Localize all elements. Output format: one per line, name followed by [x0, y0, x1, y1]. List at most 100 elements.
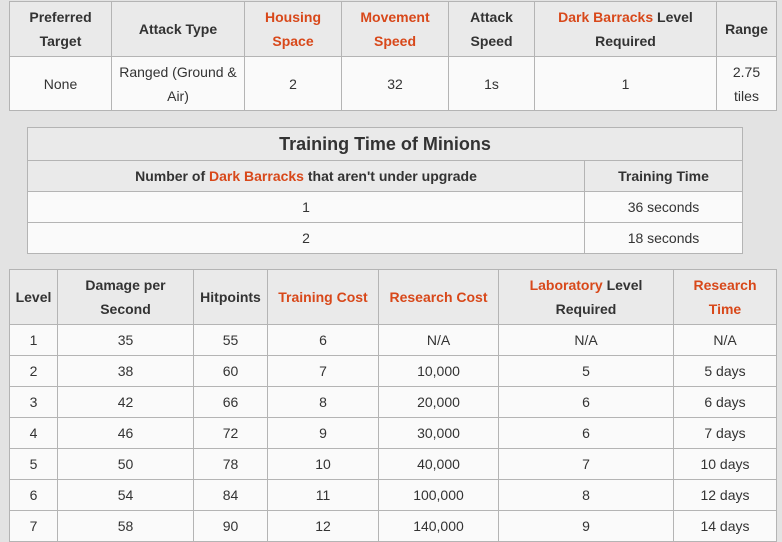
cell-lab-level: 7 [498, 448, 674, 480]
cell-training-cost: 9 [267, 417, 379, 449]
training-cost-link[interactable]: Training Cost [278, 289, 368, 305]
header-level: Level [9, 269, 58, 325]
cell-hitpoints: 84 [193, 479, 268, 511]
cell-research-cost: 10,000 [378, 355, 499, 387]
header-research-cost[interactable]: Research Cost [378, 269, 499, 325]
cell-research-time: 14 days [673, 510, 777, 542]
level-row: 5 50 78 10 40,000 7 10 days [9, 448, 777, 480]
cell-dps: 42 [57, 386, 194, 418]
level-row: 2 38 60 7 10,000 5 5 days [9, 355, 777, 387]
header-laboratory-level: Laboratory Level Required [498, 269, 674, 325]
level-row: 4 46 72 9 30,000 6 7 days [9, 417, 777, 449]
level-row: 3 42 66 8 20,000 6 6 days [9, 386, 777, 418]
cell-count: 2 [27, 222, 585, 254]
header-preferred-target: Preferred Target [9, 1, 112, 57]
movement-speed-link[interactable]: Movement Speed [360, 9, 430, 49]
cell-level: 7 [9, 510, 58, 542]
cell-lab-level: 6 [498, 417, 674, 449]
header-movement-speed[interactable]: Movement Speed [341, 1, 449, 57]
research-cost-link[interactable]: Research Cost [389, 289, 488, 305]
cell-training-cost: 12 [267, 510, 379, 542]
header-training-cost[interactable]: Training Cost [267, 269, 379, 325]
cell-dps: 46 [57, 417, 194, 449]
cell-range: 2.75 tiles [716, 56, 777, 111]
cell-research-time: 10 days [673, 448, 777, 480]
header-attack-speed: Attack Speed [448, 1, 535, 57]
dark-barracks-link[interactable]: Dark Barracks [558, 9, 654, 25]
training-header-row: Number of Dark Barracks that aren't unde… [27, 160, 743, 192]
cell-dps: 58 [57, 510, 194, 542]
levels-header-row: Level Damage per Second Hitpoints Traini… [9, 269, 777, 325]
training-row: 2 18 seconds [27, 222, 743, 254]
cell-level: 5 [9, 448, 58, 480]
stats-row: None Ranged (Ground & Air) 2 32 1s 1 2.7… [9, 56, 777, 111]
header-training-time: Training Time [584, 160, 743, 192]
stats-header-row: Preferred Target Attack Type Housing Spa… [9, 1, 777, 57]
cell-research-cost: 100,000 [378, 479, 499, 511]
cell-lab-level: 6 [498, 386, 674, 418]
cell-dps: 38 [57, 355, 194, 387]
cell-dps: 50 [57, 448, 194, 480]
cell-hitpoints: 66 [193, 386, 268, 418]
cell-level: 3 [9, 386, 58, 418]
cell-level: 6 [9, 479, 58, 511]
cell-dps: 35 [57, 324, 194, 356]
header-attack-type: Attack Type [111, 1, 245, 57]
cell-hitpoints: 60 [193, 355, 268, 387]
cell-training-cost: 10 [267, 448, 379, 480]
cell-research-time: N/A [673, 324, 777, 356]
cell-level: 1 [9, 324, 58, 356]
cell-lab-level: 5 [498, 355, 674, 387]
cell-training-cost: 8 [267, 386, 379, 418]
cell-housing-space: 2 [244, 56, 342, 111]
cell-training-cost: 6 [267, 324, 379, 356]
training-row: 1 36 seconds [27, 191, 743, 223]
cell-preferred-target: None [9, 56, 112, 111]
header-barracks-count: Number of Dark Barracks that aren't unde… [27, 160, 585, 192]
cell-research-time: 12 days [673, 479, 777, 511]
cell-lab-level: 8 [498, 479, 674, 511]
cell-research-time: 7 days [673, 417, 777, 449]
training-table-title: Training Time of Minions [27, 127, 743, 161]
level-row: 1 35 55 6 N/A N/A N/A [9, 324, 777, 356]
dark-barracks-link[interactable]: Dark Barracks [209, 168, 304, 184]
levels-body: 1 35 55 6 N/A N/A N/A 2 38 60 7 10,000 5 5 days 3 42 66 8… [9, 324, 777, 542]
training-title-row: Training Time of Minions [27, 127, 743, 161]
cell-research-time: 5 days [673, 355, 777, 387]
cell-hitpoints: 78 [193, 448, 268, 480]
level-row: 7 58 90 12 140,000 9 14 days [9, 510, 777, 542]
cell-research-time: 6 days [673, 386, 777, 418]
research-time-link[interactable]: Research Time [693, 277, 757, 317]
header-research-time[interactable]: Research Time [673, 269, 777, 325]
training-time-table: Training Time of Minions Number of Dark … [27, 127, 743, 254]
cell-level: 2 [9, 355, 58, 387]
header-range: Range [716, 1, 777, 57]
level-required-label: Level Required [595, 9, 693, 49]
cell-attack-speed: 1s [448, 56, 535, 111]
cell-lab-level: 9 [498, 510, 674, 542]
header-hitpoints: Hitpoints [193, 269, 268, 325]
header-housing-space[interactable]: Housing Space [244, 1, 342, 57]
cell-movement-speed: 32 [341, 56, 449, 111]
cell-hitpoints: 90 [193, 510, 268, 542]
cell-time: 36 seconds [584, 191, 743, 223]
header-dps: Damage per Second [57, 269, 194, 325]
level-row: 6 54 84 11 100,000 8 12 days [9, 479, 777, 511]
header-dark-barracks-level: Dark Barracks Level Required [534, 1, 717, 57]
cell-lab-level: N/A [498, 324, 674, 356]
cell-research-cost: 40,000 [378, 448, 499, 480]
cell-dark-barracks-level: 1 [534, 56, 717, 111]
cell-attack-type: Ranged (Ground & Air) [111, 56, 245, 111]
cell-hitpoints: 55 [193, 324, 268, 356]
cell-count: 1 [27, 191, 585, 223]
levels-table: Level Damage per Second Hitpoints Traini… [9, 269, 777, 542]
cell-dps: 54 [57, 479, 194, 511]
cell-time: 18 seconds [584, 222, 743, 254]
housing-space-link[interactable]: Housing Space [265, 9, 321, 49]
cell-training-cost: 7 [267, 355, 379, 387]
cell-research-cost: 30,000 [378, 417, 499, 449]
laboratory-link[interactable]: Laboratory [529, 277, 603, 293]
level-required-label: Level Required [555, 277, 643, 317]
cell-research-cost: 20,000 [378, 386, 499, 418]
cell-research-cost: N/A [378, 324, 499, 356]
